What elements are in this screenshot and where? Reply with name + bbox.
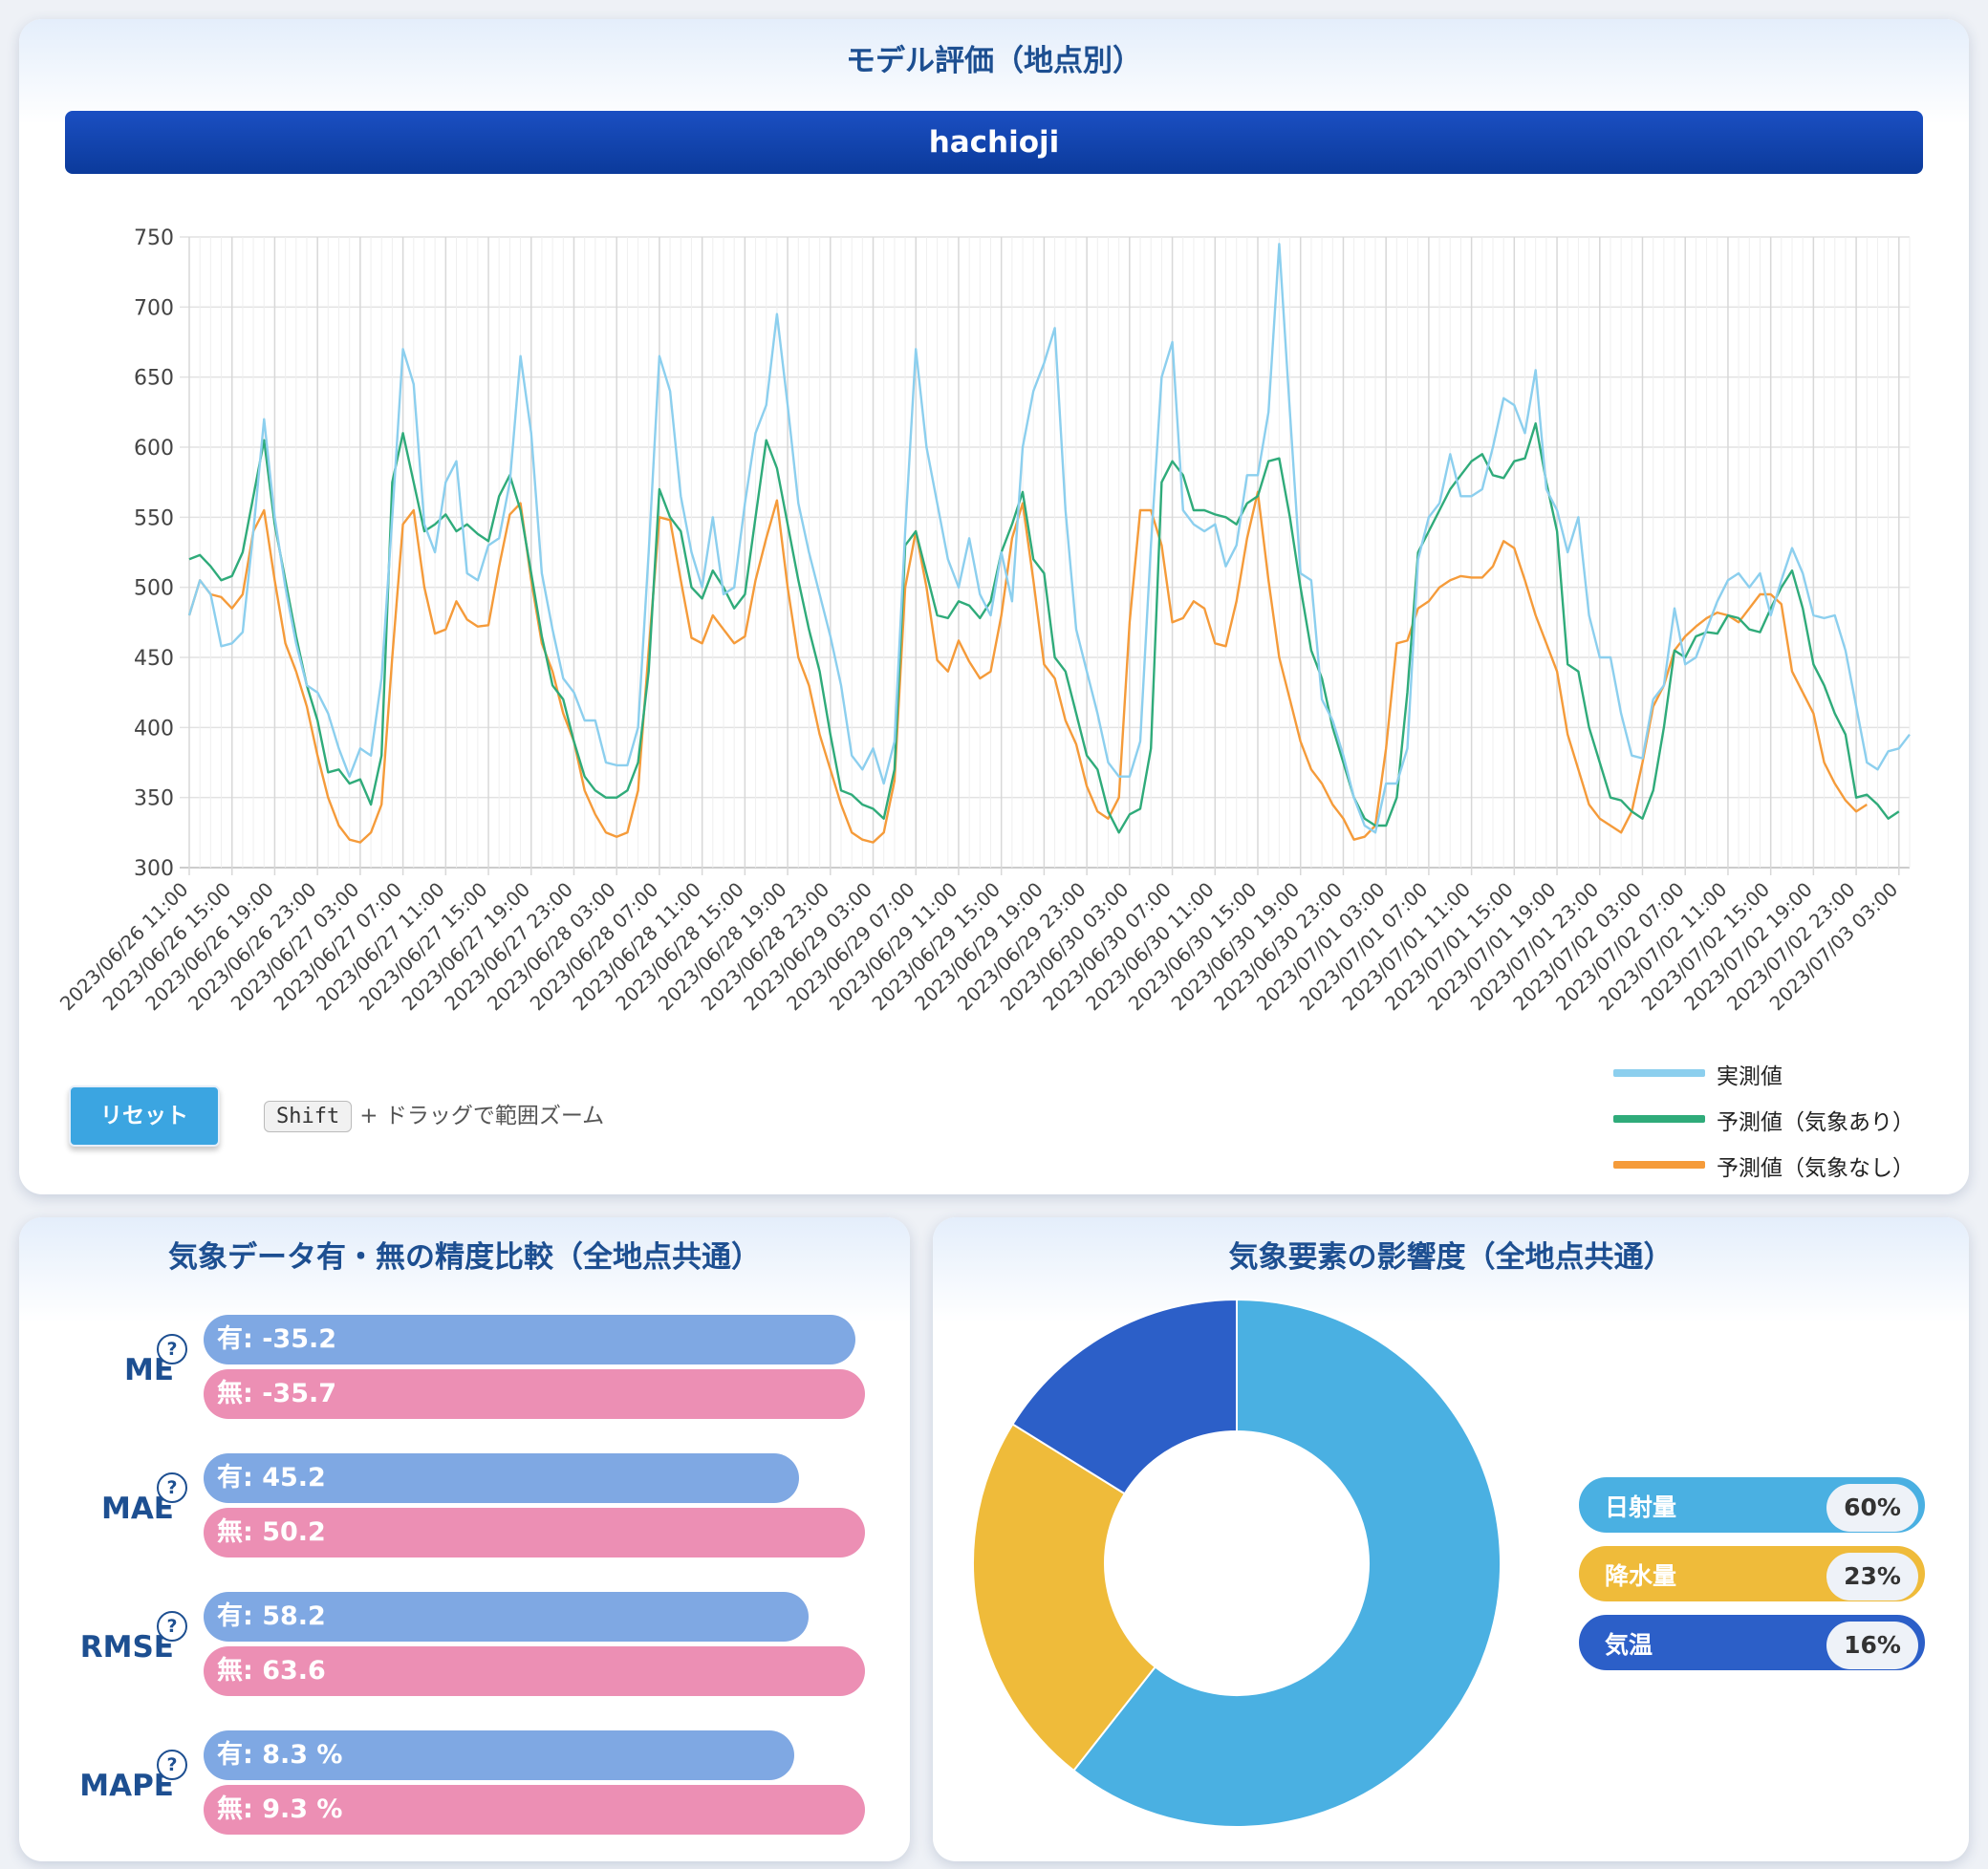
influence-legend-item[interactable]: 日射量 60% [1579,1477,1925,1533]
card-header-bg [19,19,1969,124]
legend-label: 実測値 [1717,1064,1783,1089]
y-tick-label: 600 [134,437,174,461]
help-icon[interactable]: ? [157,1611,187,1642]
grid [180,236,1911,875]
card-title: 気象データ有・無の精度比較（全地点共通） [168,1240,761,1275]
reset-button[interactable]: リセット [69,1085,220,1147]
card-title: モデル評価（地点別） [846,44,1142,78]
metric-bar-without: 無: -35.7 [204,1369,865,1419]
accuracy-comparison-card: 気象データ有・無の精度比較（全地点共通） ME? 有: -35.2 無: -35.7… [19,1217,910,1861]
y-tick-label: 550 [134,506,174,530]
legend-label: 予測値（気象なし） [1717,1156,1914,1181]
y-tick-label: 400 [134,717,174,741]
y-tick-label: 500 [134,577,174,601]
y-tick-label: 300 [134,857,174,881]
help-icon[interactable]: ? [157,1334,187,1364]
y-tick-label: 700 [134,296,174,320]
legend-swatch [1613,1161,1705,1169]
influence-name: 日射量 [1605,1493,1677,1521]
influence-value: 60% [1826,1484,1918,1532]
series-line-1 [188,421,1900,834]
metric-bar-without: 無: 9.3 % [204,1785,865,1835]
influence-donut-chart[interactable] [950,1277,1523,1850]
metric-bar-with: 有: 45.2 [204,1453,800,1503]
metric-label: RMSE [79,1630,174,1665]
metric-bar-without: 無: 50.2 [204,1508,865,1558]
metric-bar-without: 無: 63.6 [204,1646,865,1696]
metric-bar-with: 有: 58.2 [204,1592,810,1642]
y-tick-label: 750 [134,226,174,250]
legend-swatch [1613,1069,1705,1077]
time-series-chart[interactable]: 3003504004505005506006507007502023/06/26… [19,182,1969,1051]
metric-bar-with: 有: 8.3 % [204,1730,794,1780]
card-header-bg [19,1217,910,1322]
metric-label: MAPE [79,1769,174,1803]
legend-label: 予測値（気象あり） [1717,1110,1914,1135]
shift-key: Shift [264,1101,353,1132]
influence-value: 23% [1826,1553,1918,1600]
series-line-2 [187,490,1868,844]
site-name-bar: hachioji [65,111,1923,174]
y-tick-label: 450 [134,647,174,671]
zoom-hint: Shift + ドラッグで範囲ズーム [264,1097,604,1132]
model-evaluation-card: モデル評価（地点別） hachioji 300 350 400 450 500 550 60… [19,19,1969,1194]
metric-label: MAE [100,1492,174,1526]
help-icon[interactable]: ? [157,1750,187,1780]
legend-swatch [1613,1115,1705,1123]
influence-value: 16% [1826,1622,1918,1669]
card-header-bg [933,1217,1969,1322]
influence-card: 気象要素の影響度（全地点共通） 日射量 60% 降水量 23% 気温 16% [933,1217,1969,1861]
series-line-0 [187,243,1911,834]
zoom-hint-text: + ドラッグで範囲ズーム [359,1104,605,1128]
influence-legend-item[interactable]: 降水量 23% [1579,1546,1925,1601]
metric-bar-with: 有: -35.2 [204,1315,856,1364]
donut-slice-1 [972,1423,1157,1772]
influence-legend-item[interactable]: 気温 16% [1579,1615,1925,1670]
donut-slice-2 [1011,1298,1238,1495]
metric-label: ME [123,1353,174,1387]
y-tick-label: 650 [134,367,174,391]
donut-slice-0 [1071,1298,1502,1828]
card-title: 気象要素の影響度（全地点共通） [1228,1240,1674,1275]
influence-name: 降水量 [1605,1562,1677,1590]
help-icon[interactable]: ? [157,1472,187,1503]
influence-name: 気温 [1605,1631,1653,1659]
y-tick-label: 350 [134,787,174,811]
